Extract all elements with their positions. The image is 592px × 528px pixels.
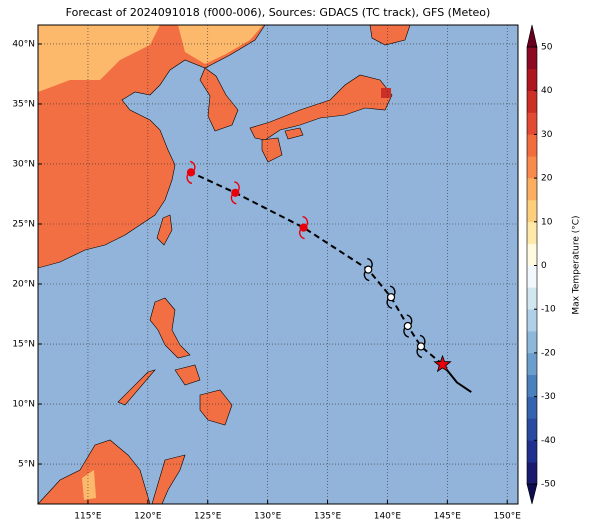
colorbar-band — [527, 265, 537, 288]
cyclone-symbol — [186, 160, 196, 185]
colorbar-tick-label: -40 — [541, 436, 556, 446]
x-tick-label: 125°E — [194, 512, 222, 522]
colorbar-tick-label: 40 — [541, 86, 553, 96]
cyclone-eye — [403, 321, 412, 331]
current-position — [433, 354, 452, 373]
x-tick-label: 135°E — [314, 512, 342, 522]
cyclone-arm — [230, 181, 240, 205]
cyclone-symbol — [299, 215, 309, 240]
y-tick-label: 15°N — [12, 340, 35, 350]
y-tick-label: 20°N — [12, 280, 35, 290]
colorbar-band — [527, 374, 537, 397]
colorbar-tick-label: -20 — [541, 348, 556, 358]
cyclone-symbol — [363, 257, 373, 282]
colorbar-band — [527, 440, 537, 463]
cyclone-eye — [386, 293, 396, 302]
colorbar-tick-label: 20 — [541, 174, 553, 184]
colorbar-extend-low — [526, 483, 538, 505]
colorbar-band — [527, 396, 537, 419]
cyclone-arm — [299, 215, 309, 240]
colorbar-label: Max Temperature (°C) — [572, 215, 582, 314]
colorbar-band — [527, 309, 537, 332]
colorbar-extend-high — [526, 24, 538, 48]
cyclone-eye — [299, 223, 308, 232]
colorbar-band — [527, 199, 537, 223]
colorbar-band — [527, 221, 537, 244]
colorbar-tick-label: 10 — [541, 217, 553, 227]
colorbar-band — [527, 243, 537, 266]
y-tick-label: 35°N — [12, 99, 35, 109]
colorbar-band — [527, 178, 537, 201]
x-tick-label: 150°E — [494, 512, 522, 522]
cyclone-arm — [386, 285, 396, 309]
cyclone-eye — [186, 168, 196, 177]
x-tick-label: 130°E — [254, 512, 282, 522]
cyclone-arm — [186, 160, 196, 185]
colorbar: -50 -40 -30 -20 -10 0 10 20 30 40 50 — [526, 24, 556, 505]
cyclone-arm — [403, 314, 413, 338]
cyclone-symbol — [416, 334, 426, 359]
x-tick-label: 115°E — [74, 512, 102, 522]
colorbar-band — [527, 68, 537, 91]
colorbar-tick-label: -50 — [541, 480, 556, 490]
y-tick-label: 25°N — [12, 219, 35, 229]
cyclone-symbol — [230, 181, 240, 205]
grid: 115°E 120°E 125°E 130°E 135°E 140°E 145°E 150°E… — [12, 25, 521, 522]
colorbar-band — [527, 331, 537, 354]
colorbar-band — [527, 134, 537, 157]
y-tick-label: 40°N — [12, 39, 35, 49]
colorbar-tick-label: 0 — [541, 261, 547, 271]
cyclone-symbol — [386, 285, 396, 309]
tracks — [186, 160, 472, 393]
map-frame — [37, 24, 519, 505]
x-tick-label: 145°E — [434, 512, 462, 522]
colorbar-band — [527, 47, 537, 70]
x-tick-label: 140°E — [374, 512, 402, 522]
colorbar-band — [527, 156, 537, 179]
colorbar-tick-label: 50 — [541, 43, 553, 53]
cyclone-eye — [364, 265, 373, 274]
cyclone-eye — [231, 188, 240, 197]
x-tick-label: 120°E — [134, 512, 162, 522]
colorbar-band — [527, 112, 537, 135]
colorbar-band — [527, 287, 537, 310]
cyclone-eye — [416, 342, 426, 351]
land — [38, 25, 411, 504]
colorbar-tick-label: 30 — [541, 130, 553, 140]
y-tick-label: 5°N — [18, 460, 35, 470]
cyclone-arm — [363, 257, 373, 282]
colorbar-band — [527, 418, 537, 441]
colorbar-tick-label: -30 — [541, 392, 556, 402]
colorbar-band — [527, 352, 537, 376]
colorbar-tick-label: -10 — [541, 305, 556, 315]
y-tick-label: 10°N — [12, 400, 35, 410]
cyclone-arm — [416, 334, 426, 359]
title: Forecast of 2024091018 (f000-006), Sourc… — [66, 6, 491, 19]
y-tick-label: 30°N — [12, 159, 35, 169]
cyclone-symbol — [403, 314, 413, 338]
colorbar-band — [527, 462, 537, 485]
colorbar-band — [527, 90, 537, 113]
